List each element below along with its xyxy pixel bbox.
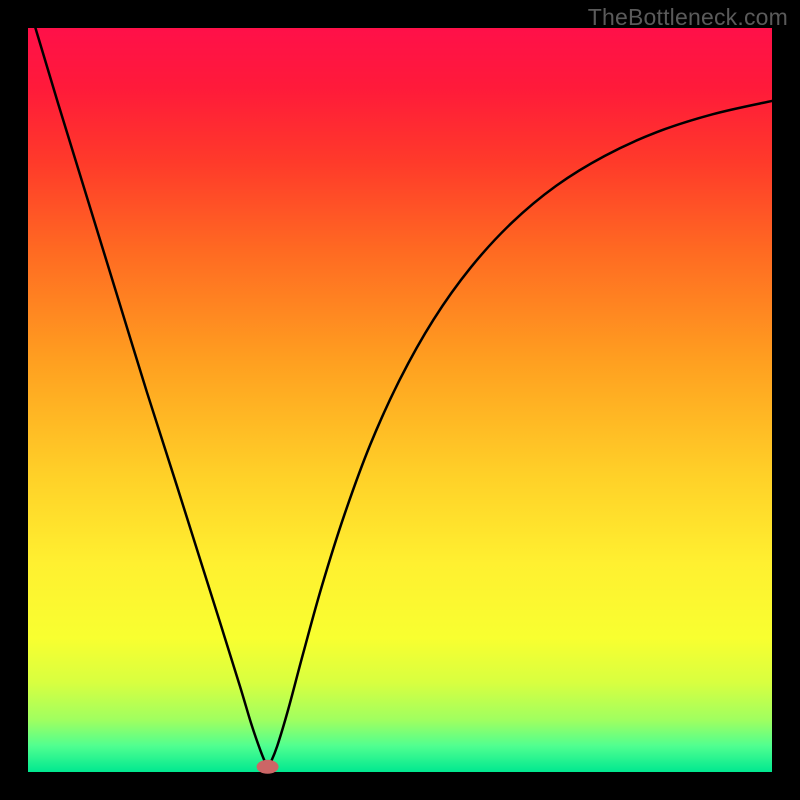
bottleneck-chart <box>0 0 800 800</box>
chart-frame: TheBottleneck.com <box>0 0 800 800</box>
watermark-text: TheBottleneck.com <box>588 4 788 31</box>
